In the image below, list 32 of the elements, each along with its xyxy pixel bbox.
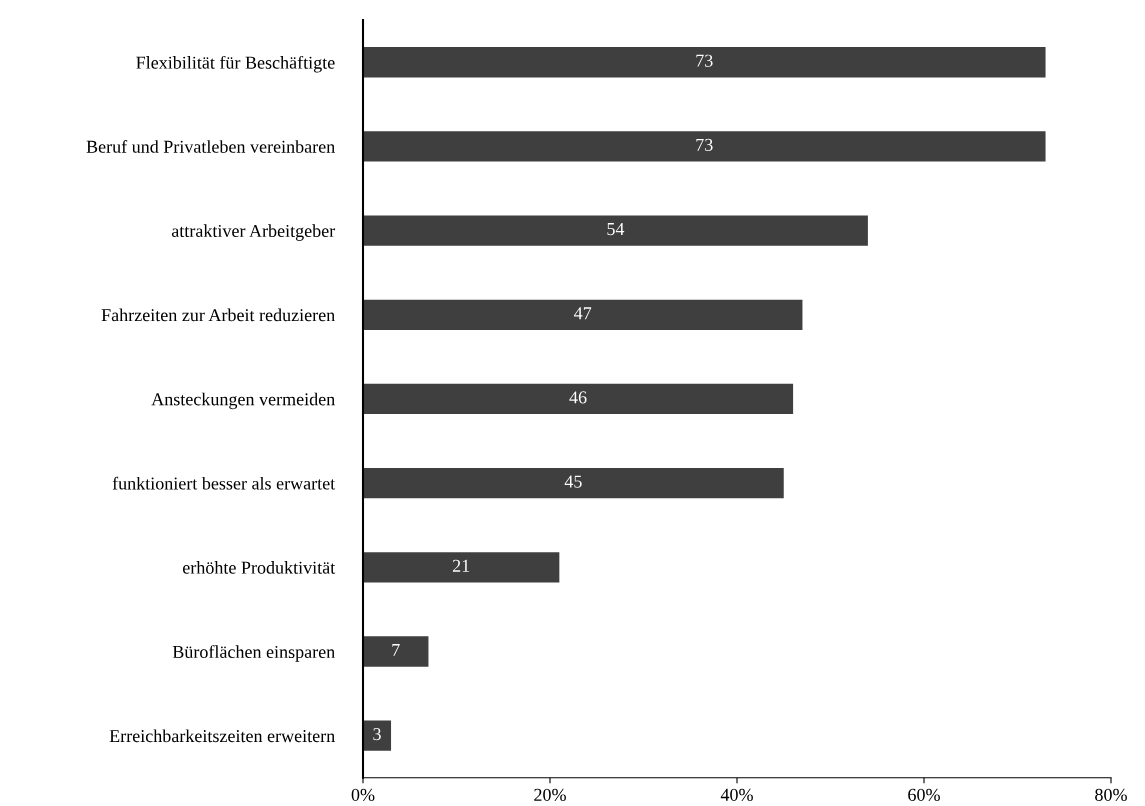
bar	[363, 636, 429, 667]
bar	[363, 720, 392, 751]
bar	[363, 552, 560, 583]
y-tick-label: Fahrzeiten zur Arbeit reduzieren	[101, 308, 335, 322]
data-label: 3	[373, 728, 381, 741]
bar	[363, 383, 794, 415]
data-label: 46	[569, 391, 587, 404]
x-tick-label: 80%	[1095, 788, 1127, 801]
y-tick-label: Flexibilität für Beschäftigte	[136, 55, 335, 73]
data-label: 73	[696, 138, 713, 151]
y-tick-label: attraktiver Arbeitgeber	[171, 224, 336, 241]
x-tick-label: 0%	[351, 788, 375, 801]
x-tick-label: 20%	[534, 788, 566, 801]
x-tick-label: 60%	[908, 788, 940, 801]
bar	[363, 299, 803, 330]
data-label: 45	[564, 475, 582, 488]
data-label: 7	[392, 644, 400, 656]
y-tick-label: Ansteckungen vermeiden	[151, 392, 335, 410]
x-tick-label: 40%	[720, 788, 753, 801]
bar	[363, 131, 1046, 162]
y-tick-label: Erreichbarkeitszeiten erweitern	[109, 729, 335, 743]
bar	[363, 47, 1046, 78]
y-tick-label: erhöhte Produktivität	[182, 561, 336, 574]
y-tick-label: Büroflächen einsparen	[172, 645, 335, 662]
data-label: 73	[696, 54, 713, 67]
data-label: 21	[452, 559, 470, 572]
y-tick-label: funktioniert besser als erwartet	[112, 476, 336, 490]
bar	[363, 215, 868, 246]
data-label: 54	[607, 223, 625, 236]
bar	[363, 468, 784, 499]
data-label: 47	[574, 307, 592, 320]
y-tick-label: Beruf und Privatleben vereinbaren	[86, 139, 335, 153]
